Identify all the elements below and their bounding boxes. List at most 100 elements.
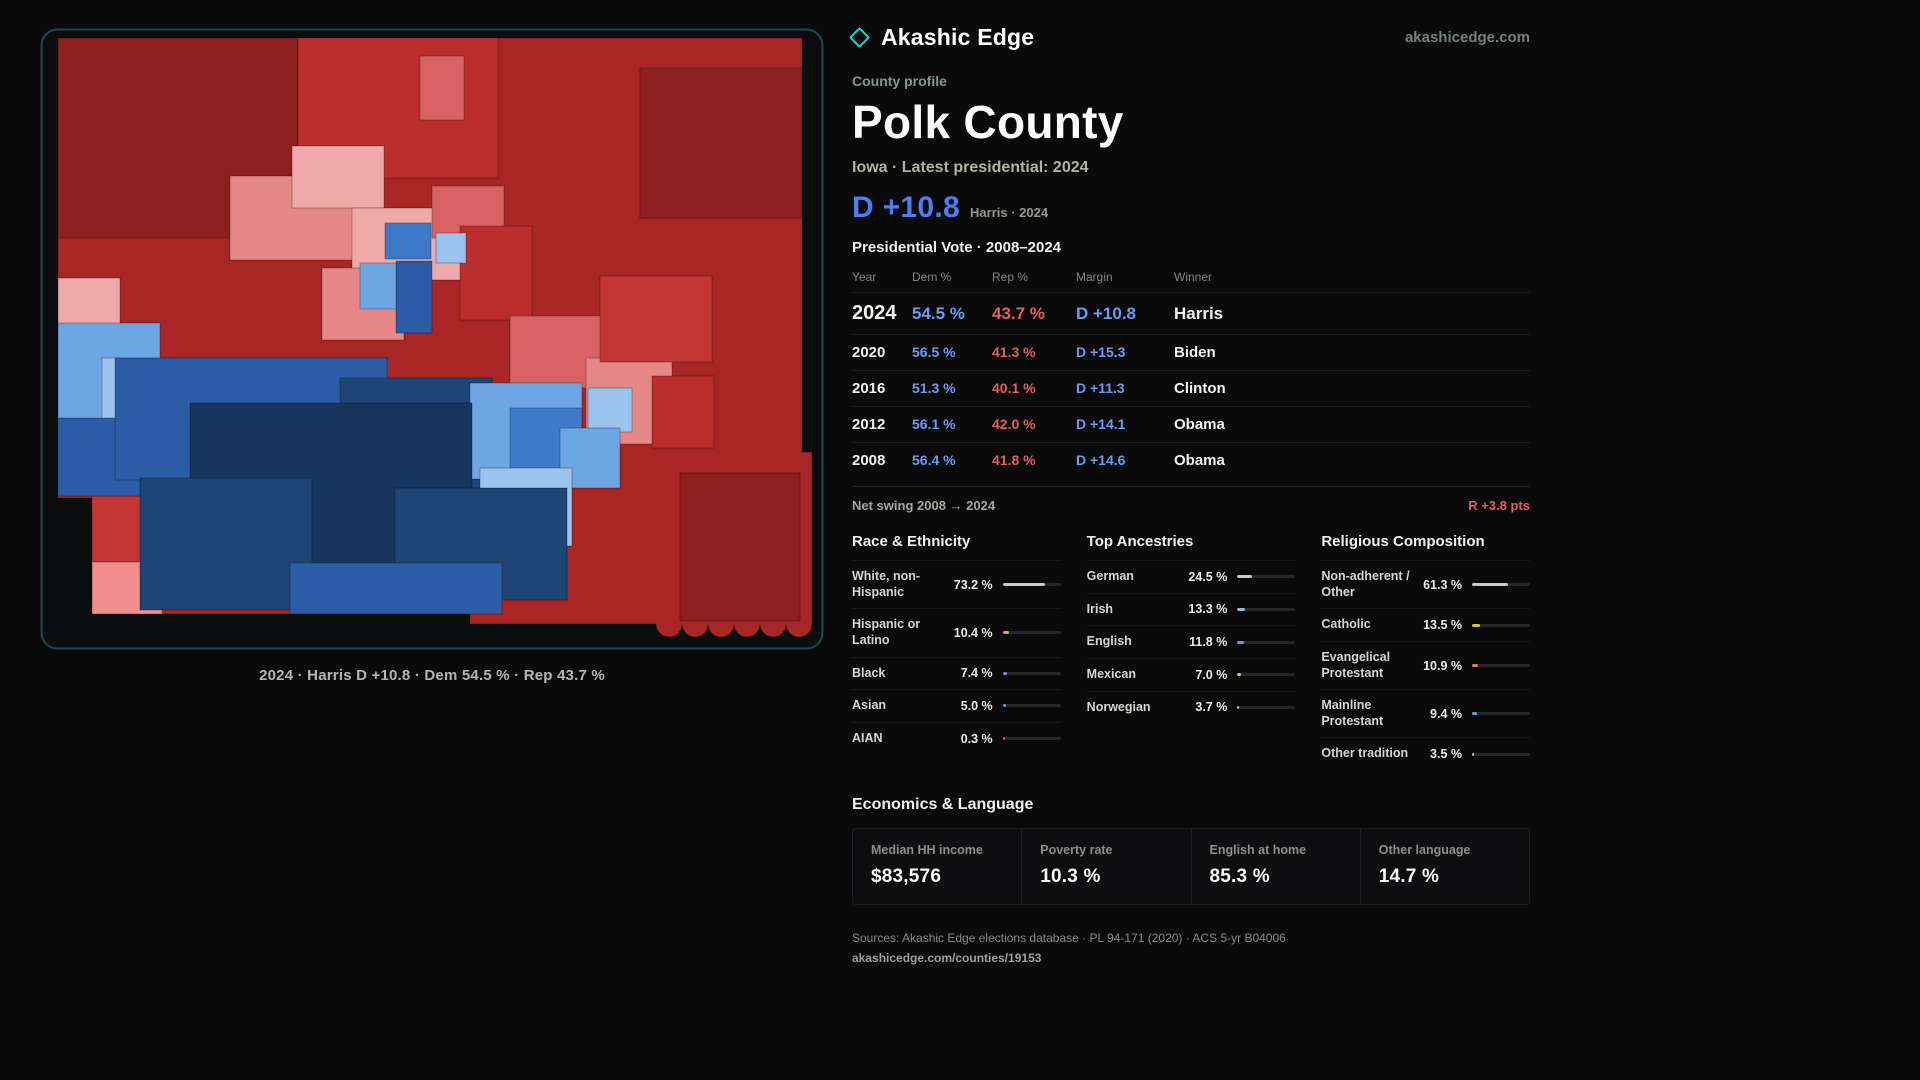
demo-bar-fill xyxy=(1237,705,1240,709)
vote-table-header: Year Dem % Rep % Margin Winner xyxy=(852,262,1530,292)
demo-bar-fill xyxy=(1472,752,1475,756)
demo-value: 10.4 % xyxy=(953,625,993,640)
cell-rep: 42.0 % xyxy=(992,416,1036,432)
list-item: Other tradition 3.5 % xyxy=(1321,737,1531,770)
demo-value: 3.5 % xyxy=(1430,747,1463,762)
demo-bar xyxy=(1002,583,1061,587)
col-dem: Dem % xyxy=(912,270,952,284)
brand-logo-icon xyxy=(848,26,871,49)
econ-card-label: Poverty rate xyxy=(1040,843,1113,857)
economics-panel: Median HH income $83,576 Poverty rate 10… xyxy=(852,828,1530,905)
precinct-map[interactable] xyxy=(40,28,824,650)
demo-bar-fill xyxy=(1002,704,1006,708)
list-item: Black 7.4 % xyxy=(852,656,1061,690)
demo-bar-fill xyxy=(1472,712,1478,716)
demo-bar-fill xyxy=(1002,671,1007,675)
econ-card-median-income: Median HH income $83,576 xyxy=(853,829,1021,904)
cell-margin: D +11.3 xyxy=(1076,380,1125,396)
demo-group-race: Race & Ethnicity White, non-Hispanic 73.… xyxy=(852,527,1061,770)
demo-bar-fill xyxy=(1237,575,1252,579)
list-item: White, non-Hispanic 73.2 % xyxy=(852,560,1061,608)
cell-year: 2012 xyxy=(852,416,886,433)
demo-label: Mainline Protestant xyxy=(1321,698,1384,728)
list-item: English 11.8 % xyxy=(1086,625,1296,658)
footer: Sources: Akashic Edge elections database… xyxy=(852,931,1530,967)
cell-year: 2024 xyxy=(852,302,897,324)
demo-bar-fill xyxy=(1472,623,1480,627)
brand-row: Akashic Edge akashicedge.com xyxy=(848,24,1530,51)
demo-bar xyxy=(1237,705,1296,709)
table-row: 2024 54.5 % 43.7 % D +10.8 Harris xyxy=(852,292,1530,334)
permalink-link[interactable]: akashicedge.com/counties/19153 xyxy=(852,951,1042,965)
cell-winner: Biden xyxy=(1174,344,1216,361)
cell-year: 2008 xyxy=(852,452,886,469)
demographics-columns: Race & Ethnicity White, non-Hispanic 73.… xyxy=(852,527,1531,770)
demo-label: Hispanic or Latino xyxy=(852,617,921,647)
demo-bar xyxy=(1002,704,1061,708)
demo-bar-fill xyxy=(1472,664,1479,667)
demo-bar-fill xyxy=(1237,640,1245,644)
demo-group-title: Top Ancestries xyxy=(1086,533,1194,550)
demo-value: 0.3 % xyxy=(960,731,993,746)
list-item: Irish 13.3 % xyxy=(1086,592,1296,626)
list-item: Norwegian 3.7 % xyxy=(1086,690,1296,724)
demo-label: German xyxy=(1086,569,1134,583)
demo-bar xyxy=(1472,712,1531,716)
demo-label: Irish xyxy=(1086,601,1114,616)
table-row: 2012 56.1 % 42.0 % D +14.1 Obama xyxy=(852,406,1530,442)
col-margin: Margin xyxy=(1076,270,1113,284)
cell-rep: 41.8 % xyxy=(992,452,1036,468)
demo-group-ancestries: Top Ancestries German 24.5 % Irish 13.3 … xyxy=(1086,527,1296,770)
cell-dem: 56.1 % xyxy=(912,416,956,432)
demo-bar xyxy=(1002,671,1061,675)
demo-value: 10.9 % xyxy=(1423,658,1463,673)
latest-margin-value: D +10.8 xyxy=(852,191,961,224)
col-winner: Winner xyxy=(1174,270,1213,284)
demo-value: 24.5 % xyxy=(1188,569,1228,584)
econ-card-value: $83,576 xyxy=(871,866,942,887)
demo-label: Black xyxy=(852,665,886,680)
cell-rep: 40.1 % xyxy=(992,380,1036,396)
cell-dem: 54.5 % xyxy=(912,304,965,323)
demo-value: 7.0 % xyxy=(1195,667,1228,682)
demo-bar xyxy=(1237,575,1296,579)
demo-value: 9.4 % xyxy=(1430,706,1463,721)
brand-name: Akashic Edge xyxy=(881,24,1035,50)
list-item: Mexican 7.0 % xyxy=(1086,657,1296,691)
cell-winner: Clinton xyxy=(1174,380,1226,397)
col-year: Year xyxy=(852,270,877,284)
list-item: Evangelical Protestant 10.9 % xyxy=(1321,640,1531,689)
econ-card-label: Other language xyxy=(1378,843,1471,857)
demo-value: 7.4 % xyxy=(960,666,993,681)
demo-label: AIAN xyxy=(852,730,883,745)
demo-value: 11.8 % xyxy=(1189,635,1228,650)
brand: Akashic Edge xyxy=(848,24,1035,51)
cell-rep: 43.7 % xyxy=(992,304,1045,323)
demo-label: Other tradition xyxy=(1321,746,1409,761)
cell-year: 2016 xyxy=(852,380,886,397)
brand-domain-link[interactable]: akashicedge.com xyxy=(1404,29,1530,46)
county-shapes xyxy=(57,37,813,638)
demo-bar xyxy=(1472,583,1531,587)
demo-value: 5.0 % xyxy=(960,698,993,713)
list-item: Non-adherent / Other 61.3 % xyxy=(1321,560,1531,608)
econ-card-label: English at home xyxy=(1209,843,1307,857)
col-rep: Rep % xyxy=(992,270,1029,284)
cell-dem: 56.5 % xyxy=(912,344,956,360)
county-profile-panel: Akashic Edge akashicedge.com County prof… xyxy=(848,24,1531,967)
table-row: 2016 51.3 % 40.1 % D +11.3 Clinton xyxy=(852,370,1530,406)
econ-card-value: 14.7 % xyxy=(1378,866,1440,887)
net-swing-row: Net swing 2008 → 2024 R +3.8 pts xyxy=(852,486,1530,519)
demo-label: Mexican xyxy=(1086,666,1137,681)
table-row: 2008 56.4 % 41.8 % D +14.6 Obama xyxy=(852,442,1530,478)
demo-bar xyxy=(1237,673,1296,677)
vote-table-title: Presidential Vote · 2008–2024 xyxy=(852,239,1062,256)
demo-bar xyxy=(1237,607,1296,611)
list-item: Mainline Protestant 9.4 % xyxy=(1321,689,1531,737)
list-item: Asian 5.0 % xyxy=(852,689,1061,722)
list-item: Hispanic or Latino 10.4 % xyxy=(852,608,1061,656)
demo-bar-fill xyxy=(1002,583,1046,587)
map-caption: 2024 · Harris D +10.8 · Dem 54.5 % · Rep… xyxy=(259,667,605,684)
cell-winner: Obama xyxy=(1174,452,1225,469)
econ-card-other-language: Other language 14.7 % xyxy=(1359,829,1529,904)
